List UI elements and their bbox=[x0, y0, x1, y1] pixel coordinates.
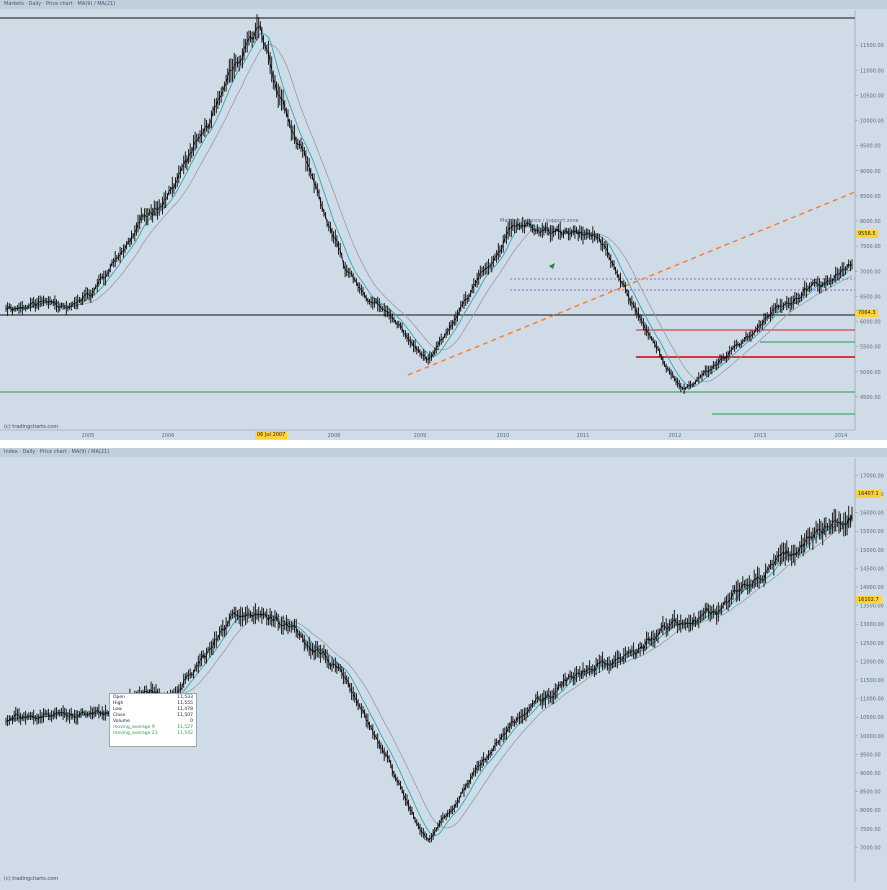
bottom-price-chart[interactable]: 7000.00 7500.00 8000.00 8500.00 9000.00 9500.… bbox=[0, 448, 887, 890]
price-axis-label: 6000.00 bbox=[860, 320, 881, 326]
price-axis-label: 11500.00 bbox=[860, 43, 884, 49]
price-axis-label: 17000.00 bbox=[860, 473, 884, 479]
price-axis-label: 6500.00 bbox=[860, 294, 881, 300]
bottom-chart-header: Index · Daily · Price chart · MA(9) / MA… bbox=[0, 448, 887, 457]
top-price-axis: 4500.00 5000.00 5500.00 6000.00 6500.00 7000.… bbox=[855, 43, 884, 401]
price-close-line bbox=[5, 513, 853, 841]
price-axis-label: 12500.00 bbox=[860, 641, 884, 647]
price-axis-label: 11000.00 bbox=[860, 68, 884, 74]
price-axis-label: 16000.00 bbox=[860, 511, 884, 517]
ohlc-data-window: Open 11,533 High 11,555 Low 11,478 Close 11,… bbox=[109, 693, 197, 747]
ma-fast-line bbox=[5, 521, 853, 837]
top-credit: (c) tradingcharts.com bbox=[4, 424, 58, 430]
price-axis-label: 5500.00 bbox=[860, 345, 881, 351]
price-axis-label: 15000.00 bbox=[860, 548, 884, 554]
top-ma-fast bbox=[5, 32, 853, 388]
price-axis-label: 15500.00 bbox=[860, 529, 884, 535]
price-axis-label: 11000.00 bbox=[860, 697, 884, 703]
bottom-price-tag-2: 16102.7 bbox=[856, 596, 881, 604]
top-price-tag-1: 9556.5 bbox=[856, 230, 878, 238]
bottom-price-tag-1: 16407.1 bbox=[856, 490, 881, 498]
price-axis-label: 8500.00 bbox=[860, 194, 881, 200]
legend-row-ma21: moving_average 21 11,542 bbox=[113, 731, 193, 736]
legend-row-open: Open 11,533 bbox=[113, 695, 193, 700]
legend-row-close: Close 11,507 bbox=[113, 713, 193, 718]
top-chart-header: Markets · Daily · Price chart · MA(9) / … bbox=[0, 0, 887, 9]
time-axis-label: 2012 bbox=[669, 433, 682, 439]
top-price-chart[interactable]: 4500.00 5000.00 5500.00 6000.00 6500.00 7000.… bbox=[0, 0, 887, 440]
time-axis-label: 2008 bbox=[328, 433, 341, 439]
time-axis-label: 2005 bbox=[82, 433, 95, 439]
price-axis-label: 9000.00 bbox=[860, 771, 881, 777]
top-price-tag-2: 7064.3 bbox=[856, 309, 878, 317]
legend-row-high: High 11,555 bbox=[113, 701, 193, 706]
top-ma-slow bbox=[5, 44, 853, 383]
time-axis-label: 2013 bbox=[754, 433, 767, 439]
time-axis-label: 2010 bbox=[497, 433, 510, 439]
legend-row-volume: Volume 0 bbox=[113, 719, 193, 724]
price-axis-label: 9500.00 bbox=[860, 752, 881, 758]
ma-slow-line bbox=[5, 523, 853, 829]
time-axis-label: 2011 bbox=[577, 433, 590, 439]
price-axis-label: 9000.00 bbox=[860, 169, 881, 175]
price-axis-label: 4500.00 bbox=[860, 395, 881, 401]
price-axis-label: 12000.00 bbox=[860, 659, 884, 665]
price-axis-label: 9500.00 bbox=[860, 144, 881, 150]
time-axis-label: 2014 bbox=[835, 433, 848, 439]
price-axis-label: 8000.00 bbox=[860, 808, 881, 814]
price-axis-label: 10000.00 bbox=[860, 734, 884, 740]
price-axis-label: 8500.00 bbox=[860, 790, 881, 796]
bottom-chart-pane[interactable]: Index · Daily · Price chart · MA(9) / MA… bbox=[0, 448, 887, 890]
price-axis-label: 7500.00 bbox=[860, 244, 881, 250]
top-time-axis: 2005 2006 2008 2009 2010 2011 2012 2013 2014 bbox=[82, 433, 848, 439]
price-bars bbox=[5, 505, 853, 843]
price-axis-label: 7500.00 bbox=[860, 827, 881, 833]
price-axis-label: 7000.00 bbox=[860, 269, 881, 275]
price-axis-label: 13000.00 bbox=[860, 622, 884, 628]
legend-row-ma9: moving_average 9 11,527 bbox=[113, 725, 193, 730]
price-axis-label: 10500.00 bbox=[860, 93, 884, 99]
bottom-ma-slow bbox=[5, 523, 853, 829]
price-axis-label: 13500.00 bbox=[860, 604, 884, 610]
bottom-price-axis: 7000.00 7500.00 8000.00 8500.00 9000.00 9500.… bbox=[855, 473, 884, 851]
price-axis-label: 10500.00 bbox=[860, 715, 884, 721]
top-chart-pane[interactable]: Markets · Daily · Price chart · MA(9) / … bbox=[0, 0, 887, 440]
ma-slow-line bbox=[5, 44, 853, 383]
cursor-date-tag: 06 Jul 2007 bbox=[255, 431, 288, 439]
green-arrow-marker bbox=[549, 263, 555, 269]
ma-fast-line bbox=[5, 32, 853, 388]
time-axis-label: 2009 bbox=[414, 433, 427, 439]
price-axis-label: 8000.00 bbox=[860, 219, 881, 225]
price-axis-label: 7000.00 bbox=[860, 845, 881, 851]
legend-row-low: Low 11,478 bbox=[113, 707, 193, 712]
price-axis-label: 11500.00 bbox=[860, 678, 884, 684]
price-close-line bbox=[5, 24, 853, 390]
price-axis-label: 10000.00 bbox=[860, 119, 884, 125]
price-axis-label: 5000.00 bbox=[860, 370, 881, 376]
price-axis-label: 14000.00 bbox=[860, 585, 884, 591]
bottom-ma-fast bbox=[5, 521, 853, 837]
bottom-credit: (c) tradingcharts.com bbox=[4, 876, 58, 882]
top-price-series bbox=[5, 14, 853, 394]
price-bars bbox=[5, 14, 853, 394]
time-axis-label: 2006 bbox=[162, 433, 175, 439]
bottom-price-series bbox=[5, 505, 853, 843]
resistance-annotation: Major resistance / support zone bbox=[500, 218, 579, 224]
price-axis-label: 14500.00 bbox=[860, 566, 884, 572]
